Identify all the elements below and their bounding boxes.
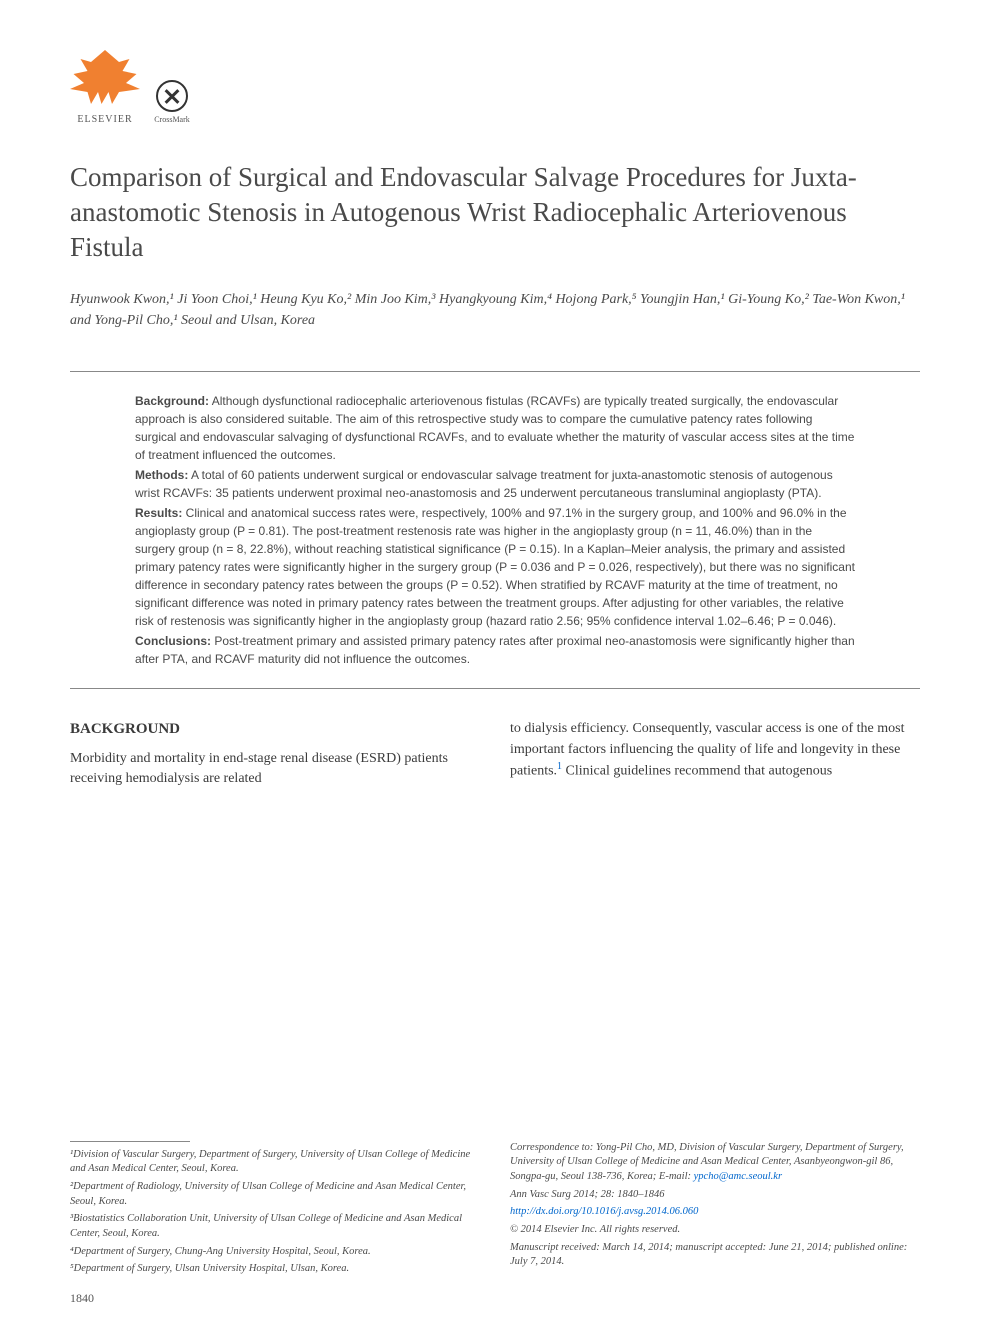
abstract-conclusions: Conclusions: Post-treatment primary and … (135, 632, 855, 668)
footnotes-right-column: Correspondence to: Yong-Pil Cho, MD, Div… (510, 1141, 920, 1281)
divider-bottom (70, 688, 920, 689)
divider-top (70, 371, 920, 372)
affiliation-1: ¹Division of Vascular Surgery, Departmen… (70, 1148, 480, 1177)
body-columns: BACKGROUND Morbidity and mortality in en… (70, 719, 920, 789)
crossmark-label: CrossMark (154, 115, 190, 124)
doi-link[interactable]: http://dx.doi.org/10.1016/j.avsg.2014.06… (510, 1206, 698, 1217)
abstract-results-text: Clinical and anatomical success rates we… (135, 506, 855, 628)
page-number: 1840 (70, 1291, 94, 1306)
doi-line: http://dx.doi.org/10.1016/j.avsg.2014.06… (510, 1205, 920, 1220)
elsevier-label: ELSEVIER (70, 114, 140, 125)
manuscript-dates-line: Manuscript received: March 14, 2014; man… (510, 1241, 920, 1270)
elsevier-logo[interactable]: ELSEVIER (70, 50, 140, 130)
correspondence-email-link[interactable]: ypcho@amc.seoul.kr (694, 1171, 782, 1182)
body-col2-part2: Clinical guidelines recommend that autog… (562, 764, 832, 779)
abstract-conclusions-text: Post-treatment primary and assisted prim… (135, 634, 855, 666)
footnote-rule (70, 1141, 190, 1142)
affiliation-3: ³Biostatistics Collaboration Unit, Unive… (70, 1212, 480, 1241)
authors-list: Hyunwook Kwon,¹ Ji Yoon Choi,¹ Heung Kyu… (70, 289, 920, 331)
abstract-results-label: Results: (135, 506, 182, 520)
elsevier-tree-icon (70, 50, 140, 110)
body-column-left: BACKGROUND Morbidity and mortality in en… (70, 719, 480, 789)
copyright-line: © 2014 Elsevier Inc. All rights reserved… (510, 1223, 920, 1238)
article-title: Comparison of Surgical and Endovascular … (70, 160, 920, 265)
body-paragraph-right: to dialysis efficiency. Consequently, va… (510, 719, 920, 782)
body-paragraph-left: Morbidity and mortality in end-stage ren… (70, 749, 480, 790)
crossmark-icon (156, 80, 188, 112)
abstract-conclusions-label: Conclusions: (135, 634, 211, 648)
affiliation-4: ⁴Department of Surgery, Chung-Ang Univer… (70, 1245, 480, 1260)
abstract-methods-label: Methods: (135, 468, 188, 482)
abstract-background-text: Although dysfunctional radiocephalic art… (135, 394, 854, 462)
footnotes-block: ¹Division of Vascular Surgery, Departmen… (70, 1141, 920, 1281)
crossmark-logo[interactable]: CrossMark (152, 80, 192, 130)
affiliation-2: ²Department of Radiology, University of … (70, 1180, 480, 1209)
citation-line: Ann Vasc Surg 2014; 28: 1840–1846 (510, 1188, 920, 1203)
abstract-results: Results: Clinical and anatomical success… (135, 504, 855, 630)
abstract-background: Background: Although dysfunctional radio… (135, 392, 855, 464)
affiliation-5: ⁵Department of Surgery, Ulsan University… (70, 1262, 480, 1277)
section-heading-background: BACKGROUND (70, 719, 480, 741)
body-column-right: to dialysis efficiency. Consequently, va… (510, 719, 920, 789)
abstract-block: Background: Although dysfunctional radio… (70, 392, 920, 668)
abstract-methods: Methods: A total of 60 patients underwen… (135, 466, 855, 502)
publisher-logos: ELSEVIER CrossMark (70, 50, 920, 130)
footnotes-left-column: ¹Division of Vascular Surgery, Departmen… (70, 1141, 480, 1281)
abstract-background-label: Background: (135, 394, 209, 408)
correspondence-line: Correspondence to: Yong-Pil Cho, MD, Div… (510, 1141, 920, 1185)
abstract-methods-text: A total of 60 patients underwent surgica… (135, 468, 833, 500)
